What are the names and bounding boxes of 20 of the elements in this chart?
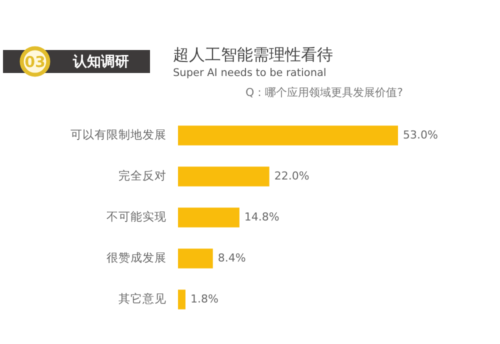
chart-title: 超人工智能需理性看待 — [173, 45, 333, 64]
text: Q：哪个应用领域更具发展价值? — [246, 86, 404, 99]
bar — [178, 248, 213, 268]
data-label: 22.0% — [274, 170, 310, 182]
data-label: 8.4% — [218, 252, 246, 264]
y-tick-label: 可以有限制地发展 — [70, 128, 166, 142]
bar — [178, 290, 186, 310]
chart-subtitle: Super AI needs to be rational — [173, 67, 326, 79]
y-tick-label: 其它意见 — [118, 292, 166, 306]
bar — [178, 166, 270, 186]
data-label: 14.8% — [244, 210, 280, 224]
y-tick-label: 完全反对 — [118, 168, 166, 182]
data-label: 1.8% — [190, 292, 218, 306]
y-tick-label: 不可能实现 — [106, 210, 166, 224]
bar — [178, 126, 398, 146]
bar — [178, 208, 240, 228]
text: 03 — [24, 53, 46, 71]
text: 认知调研 — [72, 54, 129, 70]
y-tick-label: 很赞成发展 — [106, 250, 166, 264]
data-label: 53.0% — [403, 128, 438, 142]
